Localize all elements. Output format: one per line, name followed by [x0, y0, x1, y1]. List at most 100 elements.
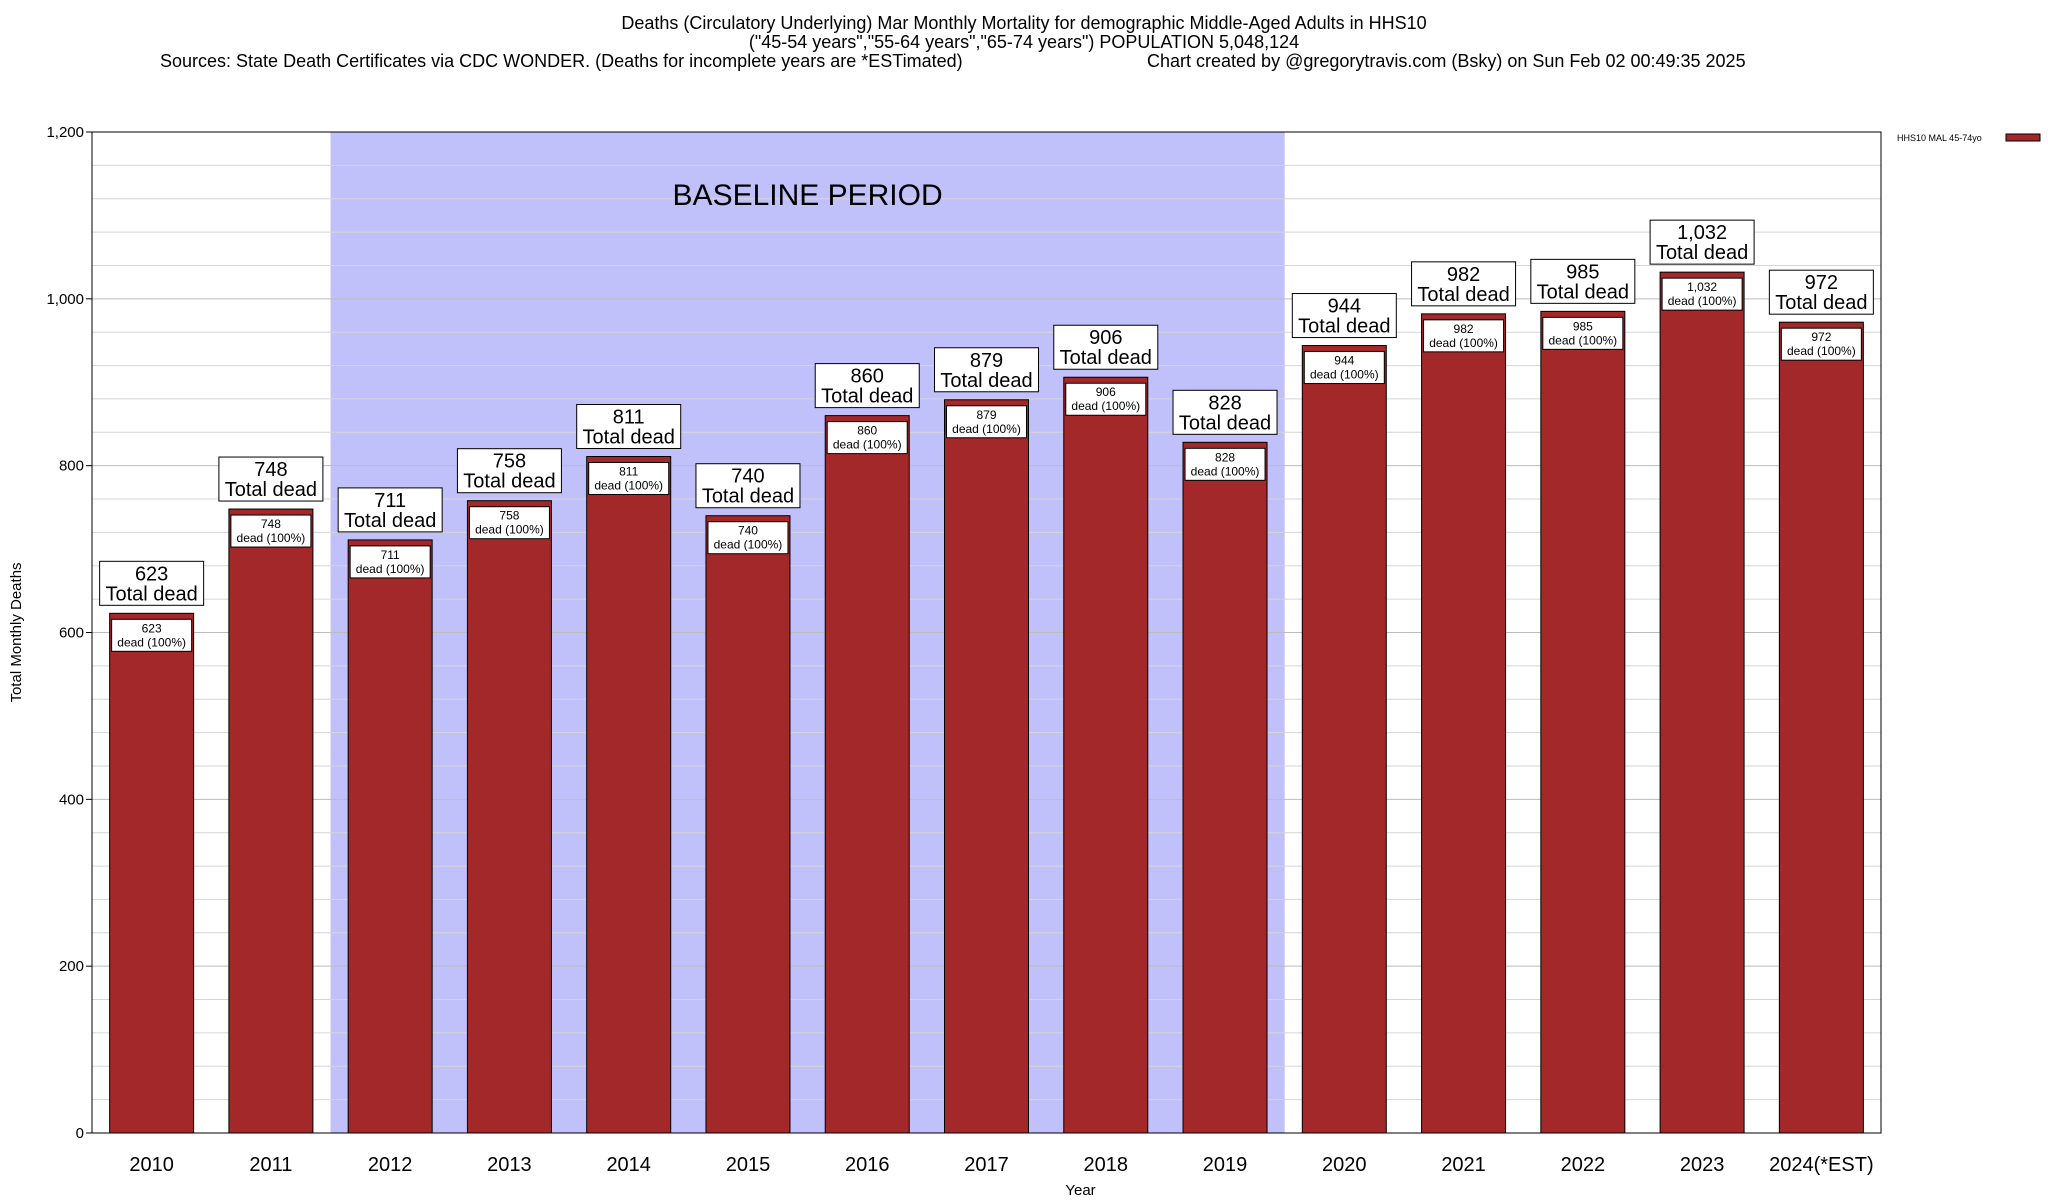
x-tick-label: 2022 [1561, 1154, 1606, 1176]
inner-percent-label: dead (100%) [237, 531, 306, 545]
total-dead-label: Total dead [1298, 316, 1390, 338]
x-tick-label: 2013 [487, 1154, 532, 1176]
total-label-box [1411, 261, 1517, 307]
inner-label-box [1184, 447, 1266, 481]
inner-label-box [946, 405, 1027, 439]
inner-value-label: 811 [619, 464, 638, 478]
total-value-label: 748 [254, 459, 287, 481]
inner-value-label: 860 [857, 424, 877, 438]
inner-percent-label: dead (100%) [1548, 333, 1617, 347]
inner-value-label: 985 [1573, 319, 1593, 333]
inner-label-box [1780, 327, 1862, 361]
x-tick-label: 2018 [1084, 1154, 1129, 1176]
y-tick-label: 800 [59, 458, 84, 475]
total-label-box [1291, 293, 1397, 339]
total-dead-label: Total dead [821, 386, 913, 408]
total-value-label: 811 [613, 406, 645, 428]
bar [347, 539, 433, 1134]
total-value-label: 623 [135, 563, 168, 585]
total-dead-label: Total dead [1179, 412, 1271, 434]
inner-percent-label: dead (100%) [1191, 464, 1260, 478]
inner-value-label: 711 [381, 548, 400, 562]
total-label-box [934, 347, 1039, 393]
total-label-box [1768, 269, 1874, 315]
inner-value-label: 944 [1334, 354, 1354, 368]
bar [466, 500, 552, 1134]
inner-value-label: 972 [1811, 330, 1831, 344]
inner-label-box [1065, 382, 1147, 416]
inner-percent-label: dead (100%) [1071, 399, 1140, 413]
bar [1421, 313, 1507, 1134]
inner-label-box [1542, 316, 1624, 350]
total-value-label: 740 [731, 466, 764, 488]
total-value-label: 828 [1208, 392, 1241, 414]
plot-frame [91, 131, 1882, 1134]
inner-value-label: 828 [1215, 450, 1235, 464]
inner-percent-label: dead (100%) [117, 635, 186, 649]
bar [705, 515, 791, 1134]
inner-percent-label: dead (100%) [952, 422, 1021, 436]
total-label-box [1530, 258, 1636, 304]
total-label-box [99, 560, 205, 606]
total-dead-label: Total dead [583, 426, 675, 448]
chart-subtitle: ("45-54 years","55-64 years","65-74 year… [748, 32, 1300, 52]
total-dead-label: Total dead [1537, 281, 1629, 303]
inner-value-label: 740 [738, 524, 758, 538]
y-tick-label: 400 [59, 791, 84, 808]
chart-title: Deaths (Circulatory Underlying) Mar Mont… [621, 13, 1427, 33]
total-dead-label: Total dead [1060, 347, 1152, 369]
x-tick-label: 2015 [726, 1154, 771, 1176]
x-tick-label: 2017 [964, 1154, 1009, 1176]
total-value-label: 944 [1328, 296, 1361, 318]
inner-label-box [1303, 351, 1385, 385]
inner-percent-label: dead (100%) [356, 562, 425, 576]
baseline-period-label: BASELINE PERIOD [673, 179, 943, 212]
total-value-label: 860 [851, 366, 884, 388]
bar [228, 508, 314, 1134]
x-tick-label: 2016 [845, 1154, 890, 1176]
total-value-label: 985 [1566, 261, 1599, 283]
inner-percent-label: dead (100%) [833, 438, 902, 452]
total-dead-label: Total dead [940, 370, 1032, 392]
total-dead-label: Total dead [463, 471, 555, 493]
bar [1778, 321, 1864, 1134]
bar [586, 455, 672, 1134]
total-dead-label: Total dead [702, 486, 794, 508]
inner-label-box [707, 521, 789, 555]
inner-label-box [111, 618, 193, 652]
bar [1540, 310, 1626, 1134]
inner-percent-label: dead (100%) [1787, 344, 1856, 358]
y-tick-label: 1,000 [46, 291, 84, 308]
x-tick-label: 2019 [1203, 1154, 1248, 1176]
inner-percent-label: dead (100%) [594, 478, 663, 492]
total-label-box [814, 363, 920, 409]
bar [944, 399, 1029, 1134]
inner-label-box [1423, 319, 1505, 353]
bar [1063, 376, 1149, 1134]
inner-percent-label: dead (100%) [1429, 336, 1498, 350]
x-tick-label: 2010 [129, 1154, 174, 1176]
chart-header: Deaths (Circulatory Underlying) Mar Mont… [0, 14, 2048, 147]
total-value-label: 906 [1089, 327, 1122, 349]
inner-percent-label: dead (100%) [1310, 368, 1379, 382]
total-label-box [456, 448, 562, 494]
inner-label-box [468, 506, 550, 540]
total-label-box [218, 456, 324, 502]
bar [1182, 441, 1268, 1134]
inner-label-box [588, 461, 670, 495]
sources-text: Sources: State Death Certificates via CD… [160, 51, 963, 71]
bar [1301, 345, 1387, 1134]
total-value-label: 972 [1805, 272, 1838, 294]
total-label-box [1172, 389, 1278, 435]
total-label-box [576, 403, 682, 449]
inner-value-label: 879 [976, 408, 996, 422]
total-value-label: 711 [374, 490, 406, 512]
y-tick-label: 1,200 [46, 124, 84, 141]
y-tick-label: 600 [59, 625, 84, 642]
x-tick-label: 2011 [249, 1154, 292, 1176]
y-tick-label: 0 [76, 1125, 84, 1142]
total-value-label: 879 [970, 350, 1003, 372]
total-value-label: 758 [493, 451, 526, 473]
inner-value-label: 982 [1454, 322, 1474, 336]
